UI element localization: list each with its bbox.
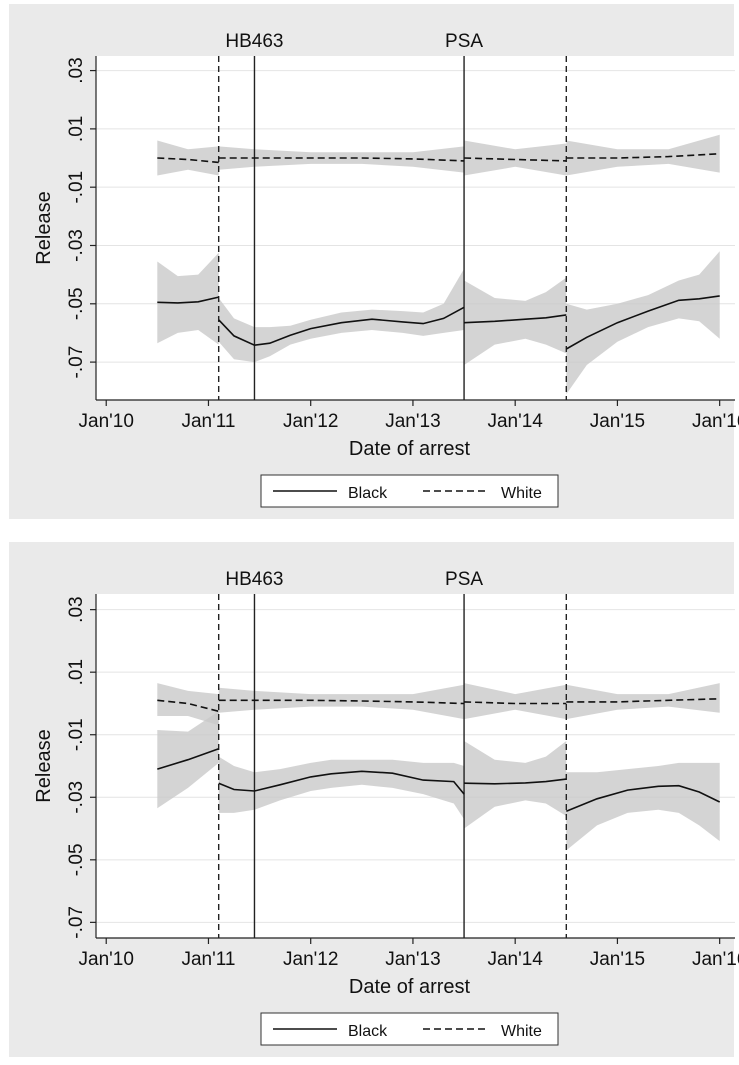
y-tick-label: -.01: [66, 171, 87, 204]
legend-box: [260, 1012, 559, 1046]
grid-lines: [96, 70, 735, 363]
series-line-white: [464, 701, 567, 705]
series-line-white: [566, 152, 720, 159]
x-axis-title: Date of arrest: [349, 976, 471, 998]
series-line-black: [218, 770, 465, 795]
y-tick-label: -.01: [66, 718, 87, 751]
ci-band-white: [218, 684, 465, 720]
ci-band-black: [566, 251, 720, 395]
event-label: PSA: [445, 31, 483, 52]
series-line-black: [218, 306, 465, 347]
ci-band-black: [464, 741, 567, 829]
x-tick-label: Jan'15: [590, 949, 645, 970]
ci-band-white: [566, 683, 720, 720]
series-line-white: [464, 157, 567, 162]
chart-panel-top: HB463 PSA .03 .01 -.01 -.03 -.05 -.07 Jan'10 Jan'…: [9, 4, 739, 519]
ci-band-white: [566, 134, 720, 176]
y-tick-label: -.05: [66, 843, 87, 876]
reference-lines: [217, 594, 568, 938]
ci-band-black: [218, 756, 465, 820]
ci-band-black: [566, 762, 720, 851]
reference-lines: [217, 56, 568, 400]
legend: Black White: [260, 474, 559, 508]
series-line-black: [464, 314, 567, 324]
x-tick-label: Jan'13: [385, 411, 440, 432]
series-line-black: [464, 778, 567, 785]
series-line-black: [565, 295, 720, 350]
event-label: HB463: [225, 31, 283, 52]
y-tick-label: .03: [66, 57, 87, 83]
y-axis-title: Release: [33, 729, 55, 802]
y-tick-label: -.07: [66, 906, 87, 939]
x-tick-label: Jan'15: [590, 411, 645, 432]
y-tick-label: .01: [66, 116, 87, 142]
y-tick-label: .01: [66, 659, 87, 685]
ci-band-black: [157, 252, 219, 345]
x-tick-label: Jan'11: [181, 949, 235, 970]
y-axis-title: Release: [33, 191, 55, 264]
x-tick-label: Jan'11: [181, 411, 235, 432]
event-label: HB463: [225, 569, 283, 590]
confidence-bands: [157, 134, 720, 395]
x-tick-label: Jan'16: [692, 411, 739, 432]
ci-band-white: [218, 146, 465, 173]
legend-label-black: Black: [348, 485, 388, 502]
ci-band-white: [464, 683, 567, 720]
series-line-black: [157, 296, 219, 304]
legend-label-black: Black: [348, 1023, 388, 1040]
ci-band-white: [157, 140, 219, 176]
chart-panel-bottom: HB463 PSA .03 .01 -.01 -.03 -.05 -.07 Jan'10 Jan'…: [9, 542, 739, 1057]
y-tick-label: -.07: [66, 346, 87, 379]
y-tick-label: .03: [66, 596, 87, 622]
series-lines: [157, 152, 720, 350]
y-tick-label: -.03: [66, 229, 87, 262]
x-tick-label: Jan'16: [692, 949, 739, 970]
legend-label-white: White: [501, 1023, 542, 1040]
ci-band-white: [157, 683, 219, 726]
x-tick-label: Jan'14: [487, 411, 543, 432]
series-line-white: [218, 157, 465, 162]
legend: Black White: [260, 1012, 559, 1046]
x-axis-title: Date of arrest: [349, 438, 471, 460]
x-tick-label: Jan'12: [283, 949, 338, 970]
y-tick-label: -.03: [66, 781, 87, 814]
plot-area: [96, 56, 735, 400]
x-tick-label: Jan'10: [79, 411, 134, 432]
legend-label-white: White: [501, 485, 542, 502]
series-line-black: [565, 784, 721, 813]
series-lines: [157, 698, 721, 813]
series-line-white: [218, 699, 465, 705]
ci-band-white: [464, 140, 567, 176]
legend-box: [260, 474, 559, 508]
x-tick-label: Jan'14: [487, 949, 543, 970]
series-line-white: [566, 698, 720, 703]
y-tick-label: -.05: [66, 287, 87, 320]
event-label: PSA: [445, 569, 483, 590]
ci-band-black: [464, 277, 567, 365]
x-tick-label: Jan'10: [79, 949, 134, 970]
series-line-black: [157, 748, 219, 770]
x-tick-label: Jan'13: [385, 949, 440, 970]
x-tick-label: Jan'12: [283, 411, 338, 432]
